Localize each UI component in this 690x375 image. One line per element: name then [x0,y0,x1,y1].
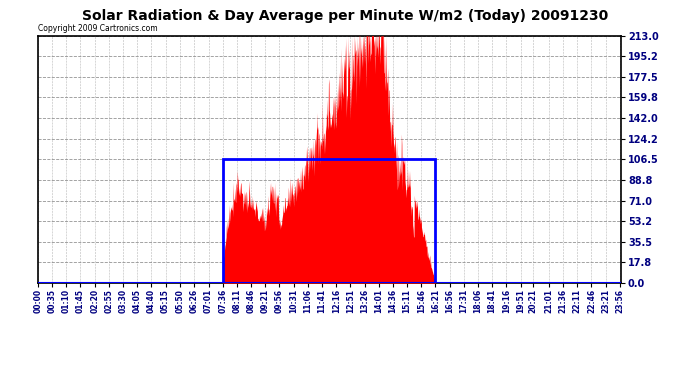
Text: Solar Radiation & Day Average per Minute W/m2 (Today) 20091230: Solar Radiation & Day Average per Minute… [82,9,608,23]
Bar [223,159,435,283]
Text: Copyright 2009 Cartronics.com: Copyright 2009 Cartronics.com [38,24,157,33]
